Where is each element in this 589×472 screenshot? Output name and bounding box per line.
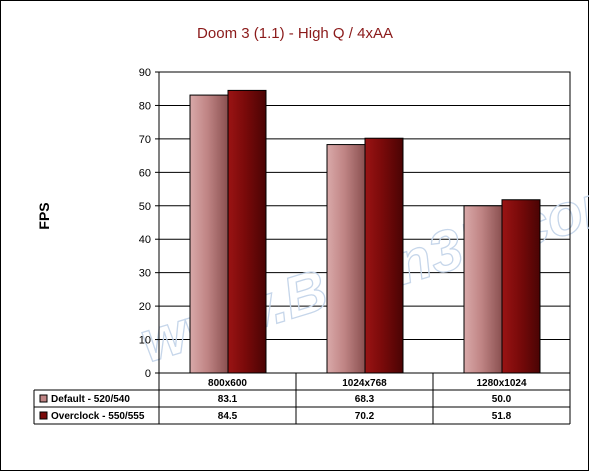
bar-default-1280x1024 [463, 205, 503, 374]
data-table: 800x600 1024x768 1280x1024 Default - 520/54… [33, 372, 571, 425]
y-tick-label: 20 [139, 301, 151, 313]
bar-default-1024x768 [326, 144, 366, 374]
y-tick-label: 50 [139, 201, 151, 213]
x-tick-label: 800x600 [208, 378, 247, 389]
y-tick-label: 0 [145, 368, 151, 380]
data-label: 70.2 [355, 411, 375, 422]
y-tick-label: 10 [139, 335, 151, 347]
data-label: 51.8 [492, 411, 512, 422]
data-label: 50.0 [492, 394, 512, 405]
bar-overclock-1280x1024 [501, 199, 541, 374]
legend-label: Default - 520/540 [51, 394, 130, 405]
data-label: 68.3 [355, 394, 375, 405]
chart-title: Doom 3 (1.1) - High Q / 4xAA [197, 25, 393, 42]
bars [189, 89, 541, 374]
bar-overclock-800x600 [227, 89, 267, 374]
bar-default-800x600 [189, 94, 229, 374]
y-tick-label: 90 [139, 67, 151, 79]
y-tick-label: 40 [139, 234, 151, 246]
x-tick-label: 1280x1024 [476, 378, 526, 389]
legend-swatch [39, 411, 48, 420]
x-tick-label: 1024x768 [342, 378, 387, 389]
data-label: 83.1 [218, 394, 238, 405]
y-tick-label: 60 [139, 167, 151, 179]
legend-swatch [39, 394, 48, 403]
y-axis-ticks: 0 10 20 30 40 50 60 70 80 90 [139, 67, 159, 380]
y-tick-label: 70 [139, 134, 151, 146]
legend-label: Overclock - 550/555 [51, 411, 145, 422]
y-axis-label: FPS [36, 202, 52, 229]
data-label: 84.5 [218, 411, 238, 422]
bar-overclock-1024x768 [364, 137, 404, 374]
y-tick-label: 80 [139, 100, 151, 112]
y-tick-label: 30 [139, 268, 151, 280]
